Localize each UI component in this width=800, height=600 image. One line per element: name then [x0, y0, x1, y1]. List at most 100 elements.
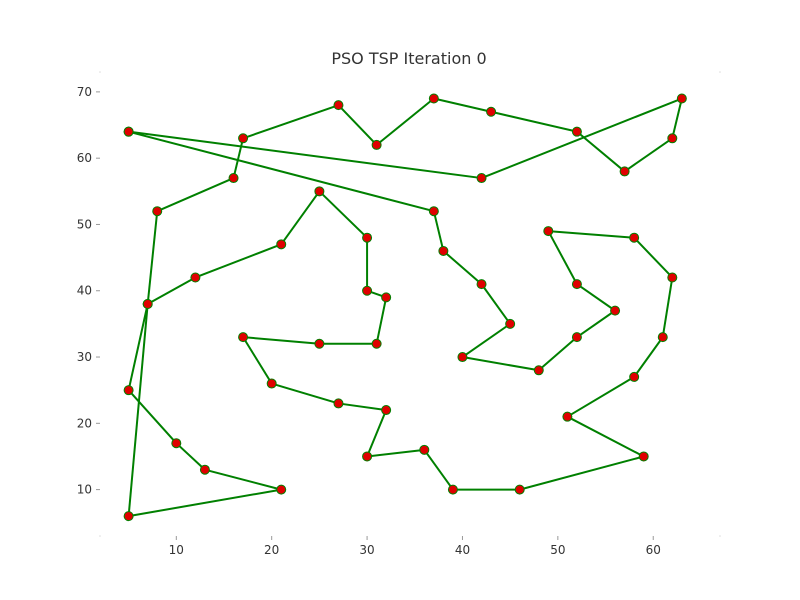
- y-tick-label: 50: [77, 217, 92, 231]
- city-point: [152, 206, 163, 217]
- route-segment: [366, 448, 425, 458]
- route-segment: [147, 276, 196, 305]
- route-segment: [366, 409, 388, 457]
- route-segment: [547, 230, 578, 285]
- route-segment: [576, 309, 616, 338]
- city-point: [123, 511, 134, 522]
- city-point: [190, 272, 201, 283]
- y-tick-label: 20: [77, 416, 92, 430]
- route-segment: [338, 402, 387, 412]
- city-point: [667, 133, 678, 144]
- route-segment: [432, 210, 445, 252]
- city-point: [476, 279, 487, 290]
- route-segment: [242, 336, 273, 385]
- axis-corner-mark: [719, 71, 721, 73]
- route-segment: [128, 130, 482, 180]
- route-segment: [633, 237, 674, 279]
- city-point: [238, 332, 249, 343]
- city-point: [314, 186, 325, 197]
- city-point: [438, 245, 449, 256]
- city-point: [142, 299, 153, 309]
- route-segment: [538, 336, 578, 372]
- city-point: [610, 305, 621, 316]
- city-point: [362, 451, 373, 462]
- route-segment: [566, 376, 635, 418]
- route-segment: [127, 389, 178, 444]
- city-point: [228, 173, 239, 184]
- city-point: [571, 332, 582, 343]
- city-point: [447, 484, 458, 495]
- route-segment: [128, 488, 282, 518]
- city-point: [486, 106, 497, 117]
- route-segment: [423, 449, 454, 491]
- city-point: [533, 365, 544, 376]
- city-point: [333, 398, 344, 409]
- chart-title: PSO TSP Iteration 0: [331, 49, 486, 68]
- route-segment: [624, 137, 673, 173]
- route-segment: [576, 130, 626, 173]
- city-point: [428, 93, 439, 104]
- city-point: [123, 126, 134, 137]
- route-segment: [481, 97, 683, 179]
- route-segment: [337, 104, 378, 146]
- x-tick-label: 20: [264, 543, 279, 557]
- city-point: [619, 166, 630, 177]
- city-point: [276, 239, 287, 250]
- city-point: [571, 126, 582, 137]
- city-layer: [123, 93, 687, 522]
- route-segment: [128, 130, 435, 213]
- x-tick-label: 40: [455, 543, 470, 557]
- route-segment: [461, 323, 511, 358]
- y-tick-label: 10: [77, 483, 92, 497]
- city-point: [123, 385, 134, 396]
- route-segment: [633, 336, 664, 378]
- route-segment: [375, 97, 435, 146]
- route-segment: [576, 283, 616, 312]
- x-tick-label: 50: [550, 543, 565, 557]
- city-point: [676, 93, 687, 104]
- x-tick-label: 10: [169, 543, 184, 557]
- city-point: [266, 378, 277, 389]
- city-point: [505, 318, 516, 329]
- route-segment: [671, 98, 683, 139]
- city-point: [171, 438, 182, 449]
- city-point: [314, 338, 325, 349]
- route-segment: [480, 283, 511, 325]
- city-point: [629, 371, 640, 382]
- city-point: [371, 139, 382, 150]
- route-segment: [232, 138, 245, 179]
- route-segment: [127, 303, 149, 391]
- route-segment: [375, 297, 388, 344]
- route-segment: [433, 97, 492, 113]
- route-layer: [127, 97, 683, 518]
- route-segment: [462, 356, 539, 372]
- city-point: [514, 484, 525, 495]
- axis-corner-mark: [719, 535, 721, 537]
- x-tick-label: 30: [359, 543, 374, 557]
- route-segment: [195, 243, 282, 279]
- city-point: [476, 173, 487, 184]
- route-segment: [242, 104, 339, 140]
- city-point: [562, 411, 573, 422]
- route-segment: [442, 250, 483, 285]
- city-point: [543, 226, 554, 237]
- city-point: [381, 292, 392, 303]
- city-point: [428, 206, 439, 217]
- city-point: [457, 352, 468, 363]
- route-segment: [490, 110, 578, 133]
- city-point: [362, 285, 373, 296]
- route-segment: [280, 190, 321, 245]
- axis-corner-mark: [99, 535, 101, 537]
- city-point: [629, 232, 640, 243]
- city-point: [276, 484, 287, 495]
- route-segment: [156, 177, 234, 213]
- city-point: [238, 133, 249, 144]
- route-segment: [566, 415, 645, 458]
- route-segment: [175, 442, 206, 471]
- city-point: [362, 232, 373, 243]
- city-point: [419, 444, 430, 455]
- y-tick-label: 30: [77, 350, 92, 364]
- route-segment: [661, 277, 674, 338]
- axes: 10 20 30 40 50 60 10 20 30 40 50 60 70: [77, 71, 721, 557]
